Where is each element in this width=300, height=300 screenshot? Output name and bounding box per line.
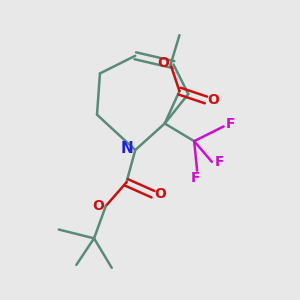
Text: O: O xyxy=(157,56,169,70)
Text: O: O xyxy=(154,187,166,201)
Text: N: N xyxy=(121,141,134,156)
Text: O: O xyxy=(207,93,219,107)
Text: F: F xyxy=(214,155,224,169)
Text: F: F xyxy=(225,117,235,131)
Text: O: O xyxy=(92,199,104,213)
Text: F: F xyxy=(191,171,200,185)
